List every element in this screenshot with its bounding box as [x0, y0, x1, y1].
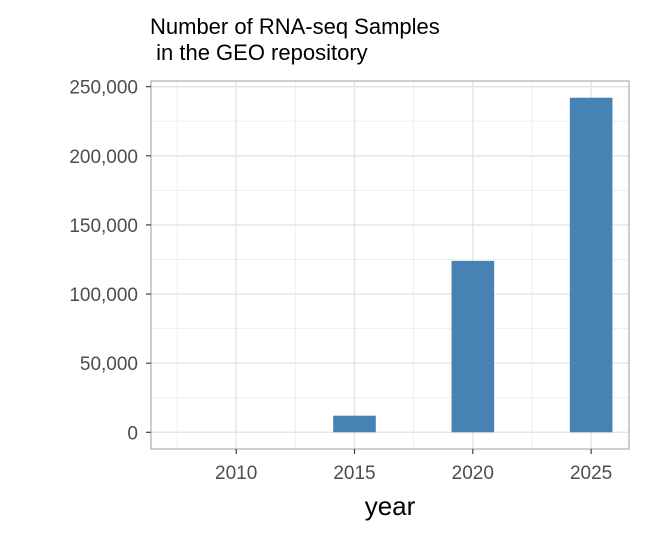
bar-2020: [451, 260, 495, 433]
y-tick-label: 250,000: [69, 78, 138, 99]
bar-2025: [569, 97, 613, 433]
x-tick-label: 2015: [333, 463, 375, 484]
panel-border: [150, 80, 630, 450]
minor-gridlines: [151, 81, 629, 449]
y-tick-label: 50,000: [80, 354, 138, 375]
x-tick-label: 2010: [215, 463, 257, 484]
chart-title-line-1: Number of RNA-seq Samples: [150, 14, 440, 39]
y-tick-label: 200,000: [69, 147, 138, 168]
chart-title: Number of RNA-seq Samples in the GEO rep…: [150, 14, 440, 65]
chart-title-line-2: in the GEO repository: [150, 40, 368, 65]
y-tick-label: 0: [127, 423, 138, 444]
bars: [333, 97, 613, 433]
y-tick-label: 100,000: [69, 285, 138, 306]
x-axis-title: year: [365, 491, 416, 521]
x-tick-label: 2020: [452, 463, 494, 484]
bar-2015: [333, 415, 376, 433]
x-tick-label: 2025: [570, 463, 612, 484]
y-axis-ticks: 0 50,000 100,000 150,000 200,000 250,000: [69, 78, 151, 444]
major-gridlines: [151, 81, 629, 449]
y-tick-label: 150,000: [69, 216, 138, 237]
x-axis-ticks: 2010 2015 2020 2025: [215, 449, 612, 484]
